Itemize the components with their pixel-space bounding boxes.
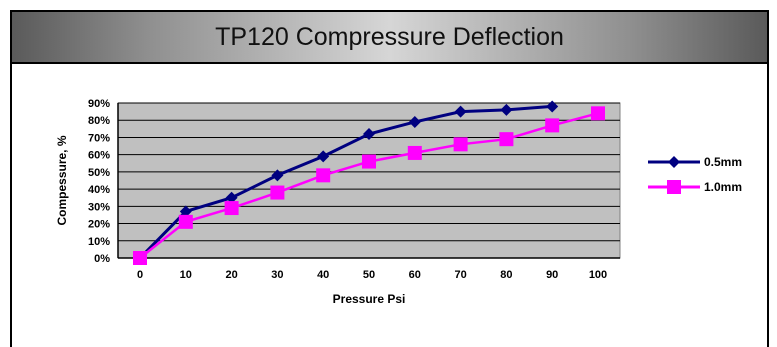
data-point: [500, 103, 513, 116]
data-point: [453, 137, 468, 152]
x-tick-label: 90: [546, 269, 558, 281]
data-point: [225, 191, 238, 204]
y-tick-label: 90%: [88, 98, 110, 110]
legend: 0.5mm 1.0mm: [648, 155, 742, 194]
data-point: [224, 201, 239, 216]
x-tick-label: 50: [363, 269, 375, 281]
x-tick-label: 0: [137, 269, 143, 281]
y-tick-label: 0%: [94, 253, 110, 265]
y-tick-label: 40%: [88, 184, 110, 196]
legend-item: 0.5mm: [648, 155, 742, 169]
data-point: [407, 145, 422, 160]
data-point: [133, 251, 147, 265]
y-tick-label: 30%: [88, 201, 110, 213]
data-point: [317, 150, 330, 163]
chart-title: TP120 Compressure Deflection: [215, 22, 564, 51]
series-1: [133, 106, 605, 265]
data-point: [545, 118, 560, 133]
data-point: [454, 105, 467, 118]
y-tick-label: 80%: [88, 115, 110, 127]
x-tick-label: 80: [500, 269, 512, 281]
x-tick-label: 40: [317, 269, 329, 281]
chart-header: TP120 Compressure Deflection: [10, 10, 769, 64]
data-point: [179, 205, 192, 218]
legend-marker: [667, 180, 681, 194]
legend-label: 0.5mm: [704, 155, 742, 169]
series-group: [133, 100, 605, 265]
data-point: [499, 132, 514, 147]
data-point: [363, 128, 375, 140]
x-tick-labels: 0 10 20 30 40 50 60 70 80 90 100: [137, 269, 607, 281]
chart-frame: [10, 10, 769, 347]
data-point: [546, 100, 559, 113]
axes: [117, 103, 620, 259]
y-tick-labels: 0% 10% 20% 30% 40% 50% 60% 70% 80% 90%: [88, 98, 110, 265]
x-tick-label: 70: [454, 269, 466, 281]
data-point: [362, 154, 376, 169]
legend-label: 1.0mm: [704, 180, 742, 194]
legend-marker: [668, 156, 680, 168]
data-point: [270, 185, 285, 200]
y-tick-label: 50%: [88, 167, 110, 179]
y-tick-label: 10%: [88, 236, 110, 248]
x-axis-label: Pressure Psi: [333, 292, 406, 306]
y-axis-label: Compessure, %: [55, 135, 69, 225]
x-tick-label: 100: [589, 269, 607, 281]
x-tick-label: 30: [271, 269, 283, 281]
data-point: [271, 169, 284, 182]
data-point: [316, 168, 331, 183]
data-point: [178, 214, 193, 229]
x-tick-label: 60: [409, 269, 421, 281]
y-tick-label: 20%: [88, 219, 110, 231]
series-line: [138, 104, 553, 260]
legend-item: 1.0mm: [648, 180, 742, 194]
plot-area: [117, 102, 621, 259]
y-tick-label: 60%: [88, 150, 110, 162]
data-point: [591, 106, 605, 121]
x-tick-label: 20: [225, 269, 237, 281]
data-point: [408, 115, 421, 128]
y-tick-label: 70%: [88, 132, 110, 144]
x-tick-label: 10: [180, 269, 192, 281]
